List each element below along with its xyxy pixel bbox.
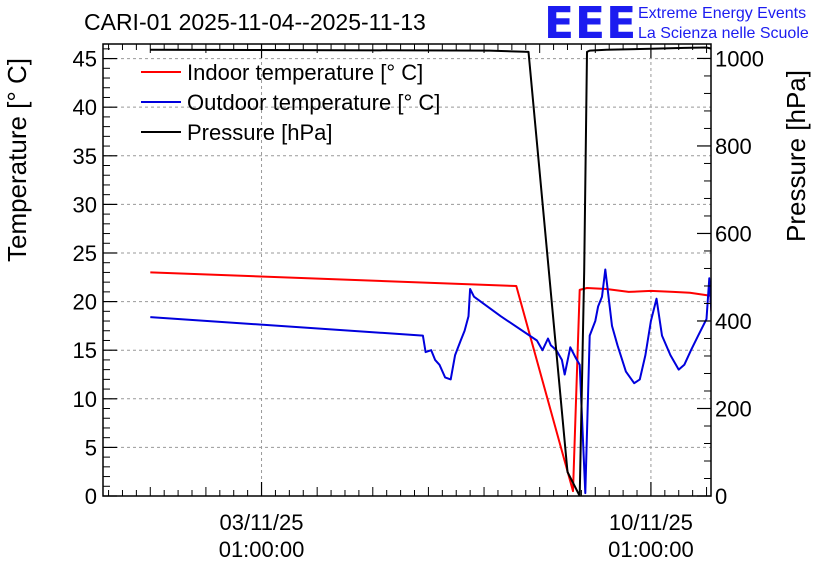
legend: Indoor temperature [° C] Outdoor temperat… (141, 60, 440, 145)
series-line-1 (150, 271, 711, 493)
y-tick-label: 35 (73, 144, 97, 169)
y-tick-label: 10 (73, 387, 97, 412)
x-tick-label-time: 01:00:00 (219, 537, 305, 562)
x-tick-label-date: 03/11/25 (220, 510, 304, 535)
legend-label: Pressure [hPa] (187, 120, 333, 145)
y-axis-title: Temperature [° C] (2, 58, 32, 262)
y2-tick-label: 800 (715, 134, 752, 159)
y-tick-label: 15 (73, 338, 97, 363)
y-tick-label: 45 (73, 47, 97, 72)
y2-tick-label: 600 (715, 221, 752, 246)
series-line-3 (150, 46, 711, 496)
plot-frame (102, 43, 712, 497)
y-tick-label: 5 (85, 435, 97, 460)
y2-axis-title: Pressure [hPa] (781, 70, 811, 242)
x-tick-label-date: 10/11/25 (609, 510, 693, 535)
legend-label: Outdoor temperature [° C] (187, 90, 440, 115)
x-tick-label-time: 01:00:00 (608, 537, 694, 562)
logo-caption-line2: La Scienza nelle Scuole (638, 25, 809, 42)
axes: 0 5 10 15 20 25 30 35 40 45 0 200 400 600 800 1000 03/11… (2, 44, 811, 562)
series-line-2 (150, 268, 711, 495)
y-tick-label: 30 (73, 192, 97, 217)
logo-caption-line1: Extreme Energy Events (638, 5, 807, 22)
y-tick-label: 20 (73, 290, 97, 315)
y2-tick-label: 1000 (715, 46, 764, 71)
y2-tick-label: 0 (715, 484, 727, 509)
chart-title: CARI-01 2025-11-04--2025-11-13 (84, 9, 426, 35)
y2-tick-label: 200 (715, 396, 752, 421)
y-tick-label: 25 (73, 241, 97, 266)
y2-tick-label: 400 (715, 309, 752, 334)
y-tick-label: 40 (73, 95, 97, 120)
logo-caption: Extreme Energy Events La Scienza nelle S… (638, 4, 809, 44)
legend-label: Indoor temperature [° C] (187, 60, 423, 85)
data-series (150, 46, 711, 496)
eee-logo: EEE (544, 0, 638, 49)
y-tick-label: 0 (85, 484, 97, 509)
